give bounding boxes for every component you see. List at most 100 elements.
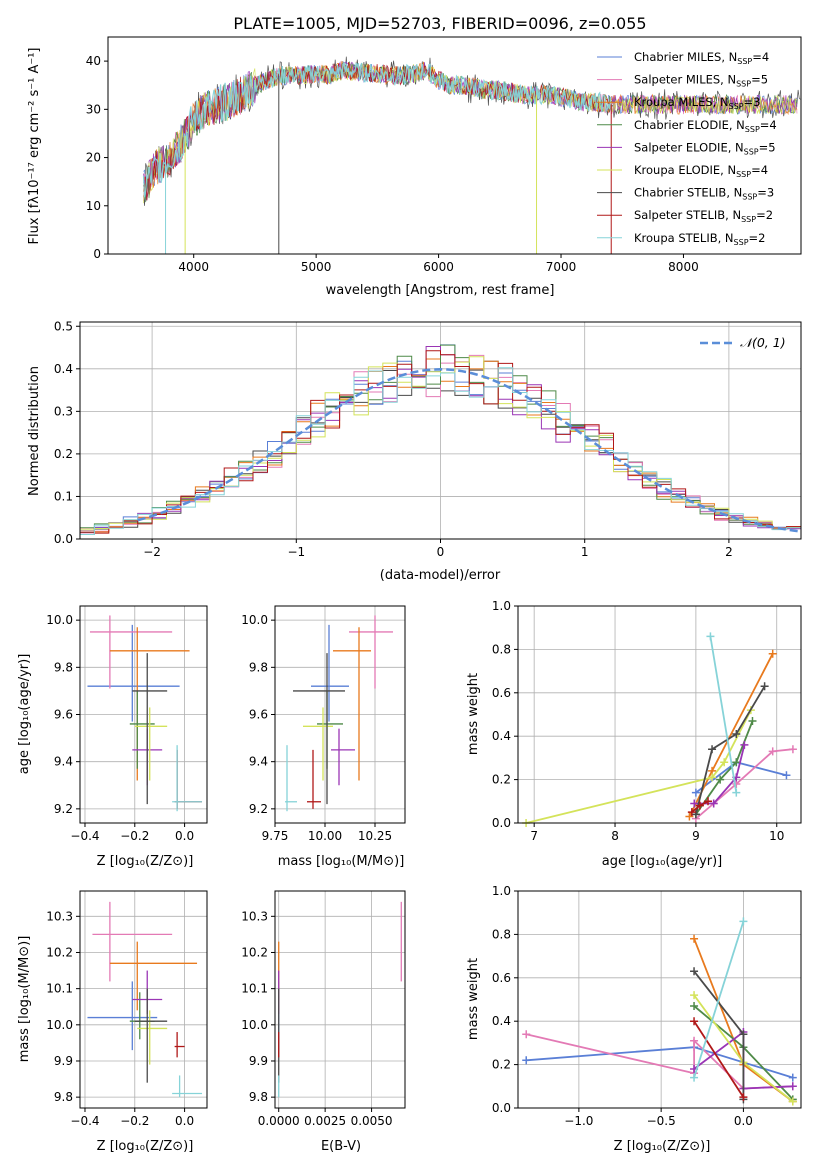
legend-label: Chabrier ELODIE, NSSP=4 — [634, 118, 777, 134]
age-mass-ytick-label: 9.6 — [249, 708, 268, 722]
massweight-point-marker — [691, 810, 700, 819]
massweight-point-marker — [708, 745, 717, 754]
axes-frame — [79, 890, 208, 1109]
age-mass-xlabel: mass [log₁₀(M/M⊙)] — [278, 854, 405, 869]
mw-age-ytick-label: 0.8 — [492, 642, 511, 656]
mw-age-ytick-label: 1.0 — [492, 599, 511, 613]
massweight-point-marker — [740, 740, 749, 749]
massweight-series-line — [695, 685, 766, 815]
legend-label-rest: =4 — [760, 118, 777, 132]
massweight-point-marker — [760, 682, 769, 691]
age-z-ytick-label: 9.4 — [54, 755, 73, 769]
legend-subscript: SSP — [742, 193, 757, 202]
residual-ytick-label: 0.1 — [54, 489, 73, 503]
spectrum-xtick-label: 8000 — [668, 260, 699, 274]
legend-label: Kroupa STELIB, NSSP=2 — [634, 231, 765, 247]
massweight-point-marker — [690, 1073, 699, 1082]
age-z-ytick-label: 9.6 — [54, 708, 73, 722]
mw-age-xtick-label: 7 — [530, 829, 538, 843]
legend-subscript: SSP — [729, 102, 744, 111]
massweight-point-marker — [522, 1056, 531, 1065]
age-z-ytick-label: 10.0 — [46, 613, 73, 627]
legend-subscript: SSP — [737, 57, 752, 66]
normal-reference-curve — [137, 368, 802, 533]
massweight-series-line — [693, 921, 745, 1078]
age-z-ytick-label: 9.2 — [54, 802, 73, 816]
spectrum-ytick-label: 20 — [86, 151, 101, 165]
histogram-series-step — [80, 350, 801, 534]
legend-subscript: SSP — [734, 238, 749, 247]
axes-frame — [79, 321, 802, 540]
mw-age-xlabel: age [log₁₀(age/yr)] — [602, 854, 723, 869]
mw-z-ytick-label: 0.0 — [492, 1101, 511, 1115]
residual-xtick-label: 2 — [725, 545, 733, 559]
legend-label-rest: =3 — [757, 186, 774, 200]
age-mass-ytick-label: 10.0 — [241, 613, 268, 627]
massweight-series-line — [526, 1046, 794, 1079]
massweight-point-marker — [690, 967, 699, 976]
massweight-point-marker — [720, 758, 729, 767]
massweight-point-marker — [690, 1002, 699, 1011]
legend-label-rest: =3 — [744, 95, 761, 109]
mass-ebv-ytick-label: 10.1 — [241, 982, 268, 996]
spectrum-panel: wavelength [Angstrom, rest frame] Flux [… — [27, 36, 802, 298]
massweight-point-marker — [788, 1082, 797, 1091]
mw-age-xtick-label: 10 — [769, 829, 784, 843]
residual-ytick-label: 0.0 — [54, 532, 73, 546]
age-mass-xtick-label: 9.75 — [262, 829, 289, 843]
legend-label: Kroupa ELODIE, NSSP=4 — [634, 163, 768, 179]
massweight-point-marker — [690, 934, 699, 943]
age-z-ytick-label: 9.8 — [54, 660, 73, 674]
massweight-point-marker — [716, 775, 725, 784]
massweight-series-line — [709, 636, 738, 793]
mass-ebv-ytick-label: 9.8 — [249, 1090, 268, 1104]
spectrum-ylabel: Flux [fλ10⁻¹⁷ erg cm⁻² s⁻¹ A⁻¹] — [27, 48, 42, 245]
legend-label-rest: =5 — [759, 140, 776, 154]
mw-z-xlabel: Z [log₁₀(Z/Z⊙)] — [614, 1139, 711, 1154]
mass-z-ytick-label: 9.8 — [54, 1090, 73, 1104]
mw-age-ytick-label: 0.6 — [492, 686, 511, 700]
massweight-point-marker — [768, 747, 777, 756]
legend-label: Chabrier STELIB, NSSP=3 — [634, 186, 774, 202]
mw-z-ytick-label: 0.4 — [492, 1014, 511, 1028]
spectrum-series-line — [143, 63, 798, 204]
legend-label-rest: =4 — [752, 50, 769, 64]
massweight-point-marker — [788, 1073, 797, 1082]
residual-ytick-label: 0.5 — [54, 319, 73, 333]
mass-ebv-xlabel: E(B-V) — [321, 1139, 361, 1154]
age-mass-xtick-label: 10.25 — [358, 829, 392, 843]
spectrum-series-line — [143, 61, 613, 201]
mass-ebv-ytick-label: 9.9 — [249, 1054, 268, 1068]
age-vs-z-panel: Z [log₁₀(Z/Z⊙)] age [log₁₀(age/yr)] −0.4… — [17, 605, 208, 869]
residual-ylabel: Normed distribution — [27, 366, 42, 496]
axes-frame — [274, 605, 406, 824]
axes-frame — [517, 605, 802, 824]
mass-ebv-ytick-label: 10.2 — [241, 945, 268, 959]
massweight-vs-z-panel: Z [log₁₀(Z/Z⊙)] mass weight −1.0 −0.5 0.0 0… — [466, 884, 802, 1154]
massweight-point-marker — [690, 799, 699, 808]
age-mass-ytick-label: 9.8 — [249, 660, 268, 674]
mass-z-ytick-label: 10.3 — [46, 909, 73, 923]
residual-legend-label: 𝒩(0, 1) — [740, 335, 786, 350]
mass-z-xtick-label: −0.2 — [120, 1114, 149, 1128]
legend-label: Chabrier MILES, NSSP=4 — [634, 50, 769, 66]
age-z-xtick-label: −0.2 — [120, 829, 149, 843]
massweight-point-marker — [691, 788, 700, 797]
massweight-point-marker — [788, 1097, 797, 1106]
massweight-point-marker — [739, 917, 748, 926]
massweight-point-marker — [782, 771, 791, 780]
axes-frame — [79, 605, 208, 824]
mw-z-ytick-label: 0.8 — [492, 927, 511, 941]
residual-panel: (data-model)/error Normed distribution −… — [27, 319, 802, 583]
age-mass-xtick-label: 10.00 — [308, 829, 342, 843]
histogram-series-step — [80, 356, 801, 531]
massweight-series-line — [693, 1020, 745, 1098]
massweight-vs-age-panel: age [log₁₀(age/yr)] mass weight 7 8 9 10 0.0… — [466, 599, 802, 869]
spectrum-series-line — [142, 61, 612, 198]
massweight-point-marker — [690, 991, 699, 1000]
mass-z-ylabel: mass [log₁₀(M/M⊙)] — [17, 936, 32, 1063]
legend-label-rest: =2 — [749, 231, 766, 245]
mass-z-xtick-label: 0.0 — [175, 1114, 194, 1128]
residual-xtick-label: −2 — [143, 545, 161, 559]
massweight-point-marker — [708, 773, 717, 782]
